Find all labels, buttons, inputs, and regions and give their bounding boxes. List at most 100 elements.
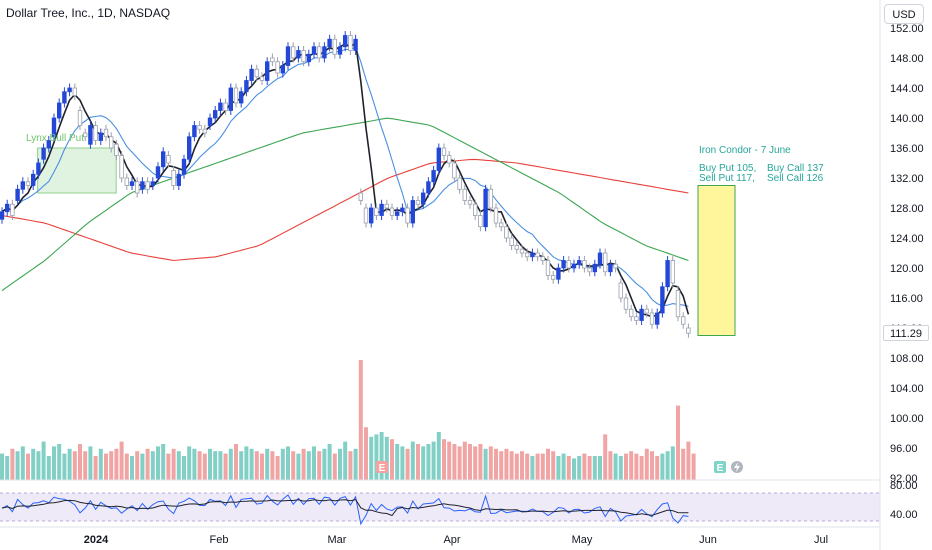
candle-body — [353, 38, 358, 51]
candle-body — [41, 147, 46, 160]
volume-bar — [192, 448, 197, 480]
candle-body — [285, 46, 291, 66]
volume-bar — [374, 434, 379, 480]
volume-bar — [260, 453, 264, 480]
time-tick-label: Feb — [210, 534, 229, 546]
volume-bar — [26, 453, 30, 480]
candle-body — [389, 207, 395, 216]
price-tick-label: 148.00 — [890, 53, 924, 65]
candle-body — [129, 181, 135, 186]
candle-body — [368, 207, 374, 224]
volume-bar — [592, 456, 597, 480]
candle-body — [436, 147, 441, 171]
ma-mid-line — [1, 117, 689, 291]
volume-bar — [587, 456, 592, 480]
candle-body — [296, 50, 301, 59]
candle-body — [566, 260, 571, 269]
candle-body — [420, 192, 426, 205]
volume-bar — [670, 446, 675, 480]
volume-bar — [156, 446, 160, 480]
volume-bar — [52, 446, 56, 480]
candle-body — [571, 263, 577, 269]
rsi-band — [0, 493, 880, 521]
chart-title: Dollar Tree, Inc., 1D, NASDAQ — [6, 6, 171, 20]
candle-body — [155, 166, 161, 179]
rsi-line — [1, 494, 689, 526]
price-tick-label: 104.00 — [890, 383, 924, 395]
candle-body — [322, 46, 327, 59]
volume-bar — [442, 439, 446, 480]
candle-body — [561, 260, 566, 269]
candle-body — [400, 207, 405, 213]
candle-body — [410, 200, 415, 224]
candle-body — [25, 181, 31, 186]
currency-button[interactable]: USD — [884, 4, 924, 24]
candle-body — [176, 173, 181, 186]
volume-bar — [171, 448, 176, 480]
candle-body — [441, 147, 447, 156]
price-tick-label: 132.00 — [890, 173, 924, 185]
volume-bar — [286, 446, 290, 480]
candle-body — [98, 132, 103, 141]
volume-bar — [436, 432, 441, 480]
candle-body — [88, 125, 93, 145]
candle-body — [514, 245, 519, 250]
candle-body — [577, 260, 582, 265]
volume-bar — [239, 451, 244, 480]
time-tick-label: 2024 — [84, 534, 109, 546]
volume-bar — [598, 456, 602, 480]
volume-bar — [202, 453, 207, 480]
candle-body — [36, 162, 41, 175]
volume-bar — [338, 448, 342, 480]
candle-body — [109, 136, 114, 149]
volume-bar — [41, 441, 46, 480]
volume-bar — [109, 451, 114, 480]
candle-body — [660, 286, 665, 314]
volume-bar — [561, 453, 566, 480]
volume-bar — [613, 453, 618, 480]
candle-body — [67, 87, 72, 93]
candle-body — [509, 237, 514, 246]
candle-body — [535, 252, 540, 258]
candle-body — [124, 177, 129, 186]
candle-body — [379, 203, 384, 216]
volume-bar — [208, 448, 212, 480]
volume-bar — [83, 451, 88, 480]
volume-bar — [353, 448, 358, 480]
volume-bar — [0, 453, 4, 480]
candle-body — [374, 207, 379, 216]
candle-body — [332, 38, 337, 55]
candle-body — [212, 110, 218, 119]
candle-body — [613, 263, 618, 269]
candle-body — [181, 158, 187, 175]
price-tick-label: 128.00 — [890, 203, 924, 215]
volume-bar — [46, 456, 51, 480]
candle-body — [665, 260, 670, 288]
candle-body — [686, 327, 691, 334]
volume-bar — [473, 446, 478, 480]
volume-bar — [5, 456, 10, 480]
candle-body — [0, 211, 5, 220]
volume-bar — [88, 446, 93, 480]
volume-bar — [166, 453, 171, 480]
candle-body — [10, 203, 15, 216]
volume-bar — [639, 456, 644, 480]
volume-bar — [364, 427, 368, 480]
price-tick-label: 140.00 — [890, 113, 924, 125]
volume-bar — [249, 448, 254, 480]
lynx-box — [37, 147, 117, 194]
volume-bar — [629, 451, 634, 480]
candle-body — [525, 252, 530, 258]
candle-body — [290, 46, 296, 59]
candle-body — [57, 102, 62, 119]
ma-long-line — [1, 158, 689, 262]
volume-bar — [20, 446, 25, 480]
price-tick-label: 152.00 — [890, 23, 924, 35]
time-tick-label: May — [572, 534, 593, 546]
rsi-tick-label: 40.00 — [890, 509, 918, 521]
volume-bar — [275, 456, 280, 480]
candle-body — [649, 312, 655, 325]
volume-bar — [296, 453, 301, 480]
volume-bar — [322, 448, 327, 480]
